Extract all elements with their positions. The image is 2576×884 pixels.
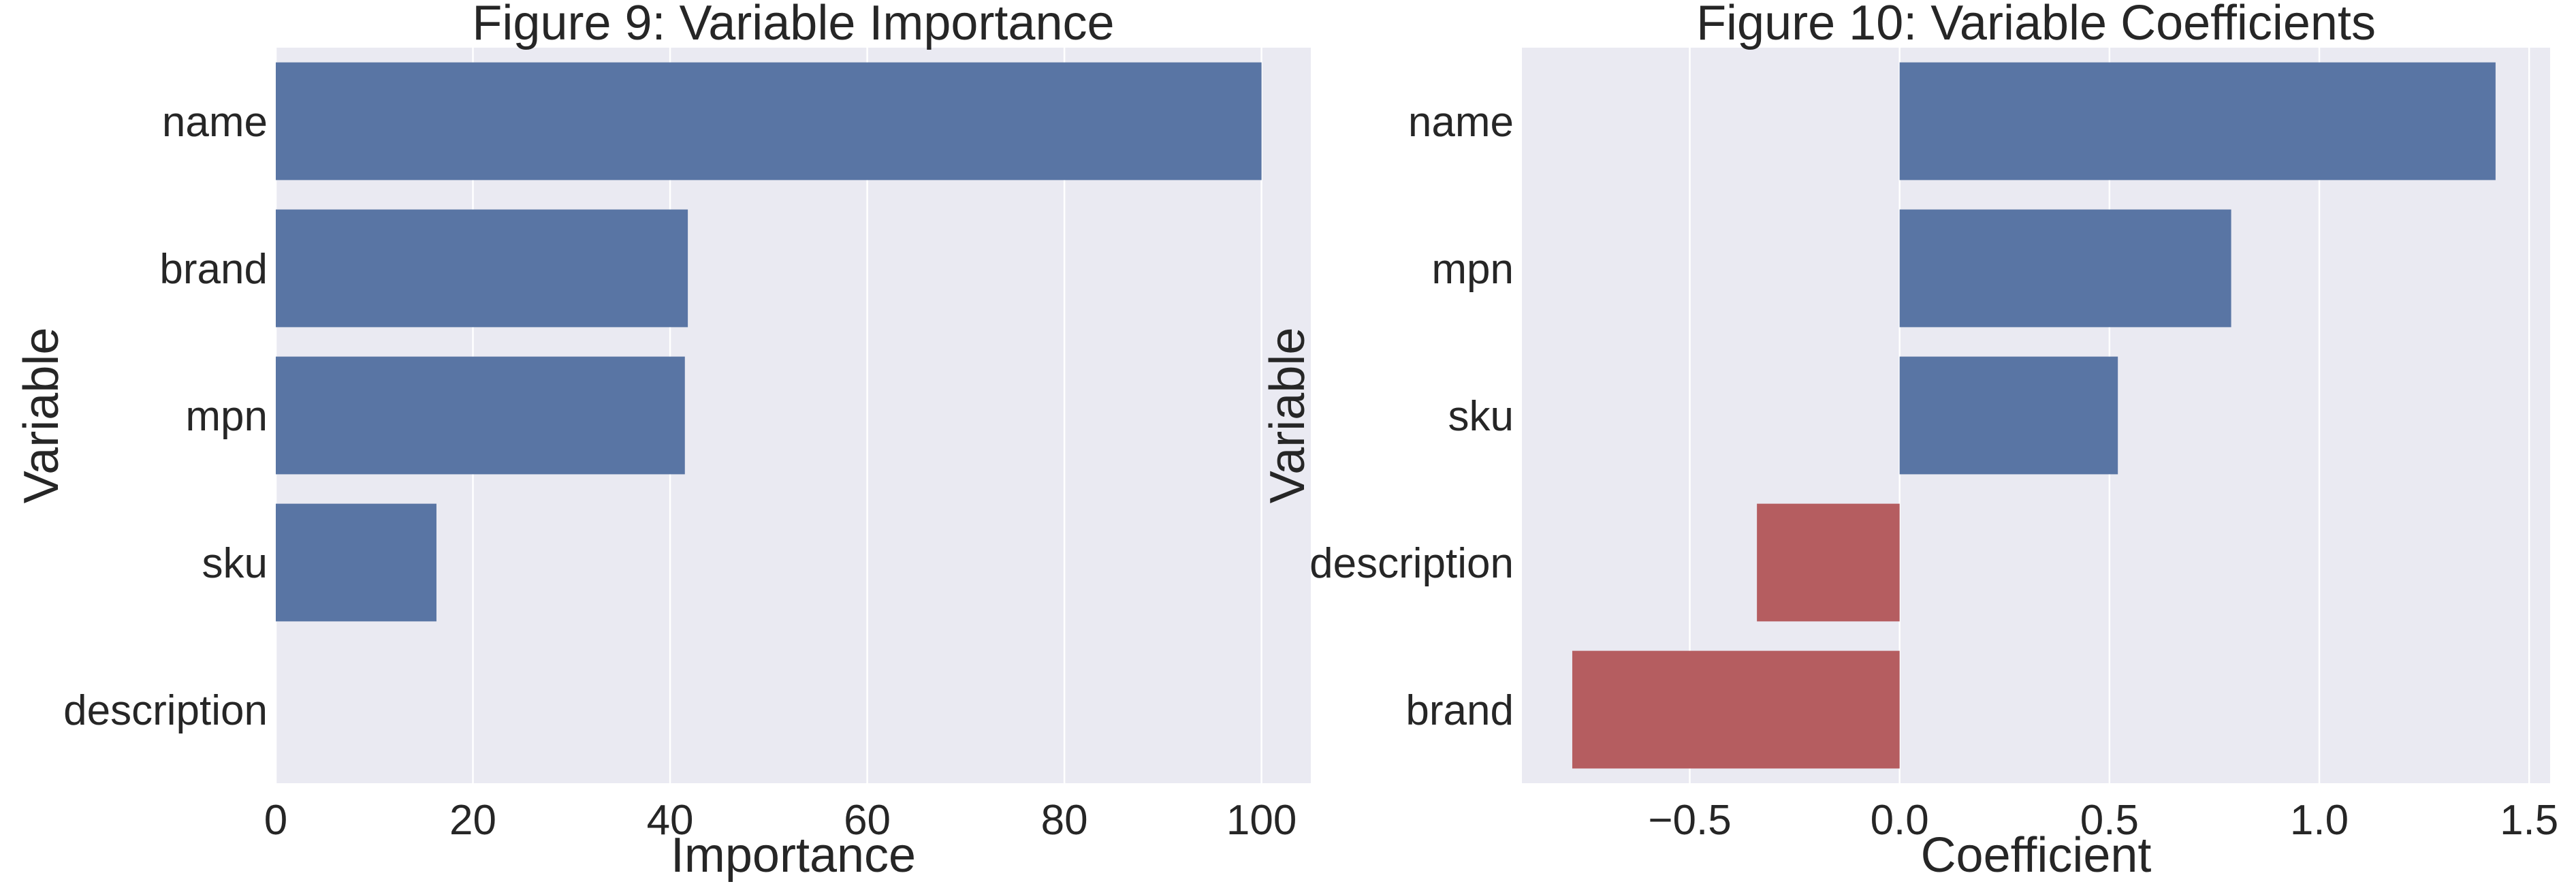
x-tick-label: 40 [647, 797, 694, 844]
category-label-mpn: mpn [185, 393, 268, 440]
importance-y-axis-label: Variable [14, 328, 69, 504]
category-label-description: description [1309, 540, 1514, 587]
bar-description [1757, 503, 1900, 622]
coefficient-category-labels: name mpn sku description brand [1309, 99, 1514, 734]
x-tick-label: 0.5 [2080, 797, 2139, 844]
bar-sku [276, 503, 436, 622]
coefficient-x-axis-label: Coefficient [1921, 828, 2152, 883]
coefficient-chart: name mpn sku description brand −0.5 0.0 0.5 1.0… [1260, 0, 2558, 883]
category-label-mpn: mpn [1431, 246, 1514, 293]
importance-x-axis-label: Importance [671, 828, 916, 883]
bar-brand [1572, 650, 1900, 769]
bar-brand [276, 209, 688, 328]
importance-x-tick-labels: 0 20 40 60 80 100 [264, 797, 1297, 844]
x-tick-label: 100 [1226, 797, 1297, 844]
category-label-description: description [63, 687, 268, 734]
bar-name [276, 62, 1262, 180]
category-label-name: name [162, 99, 268, 146]
bar-mpn [276, 356, 685, 475]
x-tick-label: 20 [449, 797, 496, 844]
coefficient-y-axis-label: Variable [1260, 328, 1315, 504]
category-label-name: name [1408, 99, 1514, 146]
x-tick-label: 1.5 [2500, 797, 2558, 844]
x-tick-label: 0 [264, 797, 287, 844]
x-tick-label: 60 [844, 797, 891, 844]
x-tick-label: 0.0 [1871, 797, 1929, 844]
coefficient-x-tick-labels: −0.5 0.0 0.5 1.0 1.5 [1648, 797, 2558, 844]
importance-bars [276, 62, 1262, 622]
category-label-brand: brand [159, 246, 268, 293]
coefficient-bars [1572, 62, 2496, 769]
category-label-brand: brand [1405, 687, 1514, 734]
x-tick-label: 80 [1041, 797, 1088, 844]
category-label-sku: sku [202, 540, 268, 587]
category-label-sku: sku [1448, 393, 1514, 440]
bar-name [1899, 62, 2496, 180]
bar-sku [1899, 356, 2118, 475]
x-tick-label: −0.5 [1648, 797, 1731, 844]
importance-category-labels: name brand mpn sku description [63, 99, 268, 734]
coefficient-chart-title: Figure 10: Variable Coefficients [1696, 0, 2376, 50]
bar-mpn [1899, 209, 2231, 328]
x-tick-label: 1.0 [2290, 797, 2349, 844]
importance-chart-title: Figure 9: Variable Importance [472, 0, 1114, 50]
